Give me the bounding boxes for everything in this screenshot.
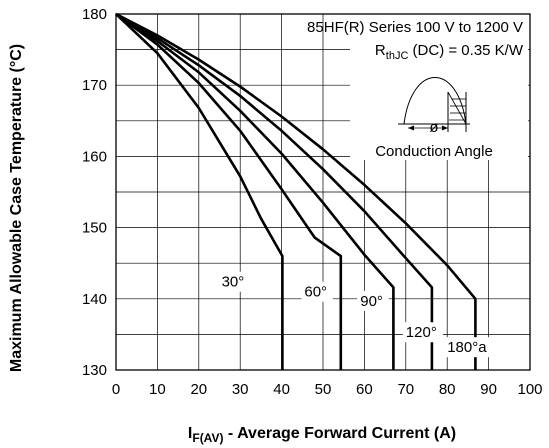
chart-subtitle: RthJC (DC) = 0.35 K/W	[375, 42, 524, 62]
series-label-bg	[402, 322, 443, 343]
series-labels: 30° 60° 90° 120° 180°a	[218, 271, 493, 358]
x-tick-label: 80	[439, 381, 456, 398]
series-label-bg	[357, 290, 389, 311]
series-label-bg	[444, 337, 493, 358]
y-tick-label: 170	[82, 77, 107, 94]
y-axis-label: Maximum Allowable Case Temperature (°C)	[8, 44, 25, 372]
x-tick-label: 40	[273, 381, 290, 398]
series-label: 90°	[360, 293, 383, 310]
x-tick-label: 50	[315, 381, 332, 398]
tick-labels: 0 10 20 30 40 50 60 70 80 90 100 130 140 150 160 170 180	[82, 6, 543, 398]
x-tick-label: 100	[517, 381, 542, 398]
x-tick-label: 30	[232, 381, 249, 398]
series-line-5	[115, 12, 477, 370]
x-axis-label: IF(AV) - Average Forward Current (A)	[188, 425, 456, 445]
y-tick-label: 150	[82, 220, 107, 237]
series-label: 30°	[222, 274, 245, 291]
y-tick-label: 140	[82, 291, 107, 308]
x-tick-label: 0	[112, 381, 120, 398]
series-label-bg	[301, 281, 333, 302]
x-tick-label: 10	[149, 381, 166, 398]
inset-label: Conduction Angle	[375, 143, 493, 160]
y-tick-label: 160	[82, 148, 107, 165]
x-tick-label: 20	[190, 381, 207, 398]
plot-frame	[115, 13, 531, 371]
series-line-3	[115, 12, 395, 370]
series-line-2	[115, 12, 343, 370]
x-tick-label: 70	[397, 381, 414, 398]
inset-symbol: ø	[429, 119, 438, 136]
info-box	[350, 10, 528, 160]
y-tick-label: 180	[82, 6, 107, 23]
series-label: 180°a	[447, 339, 487, 356]
series-layer	[115, 12, 477, 370]
x-tick-label: 90	[480, 381, 497, 398]
series-label-bg	[218, 271, 251, 292]
chart-title: 85HF(R) Series 100 V to 1200 V	[307, 19, 523, 36]
conduction-angle-icon	[398, 77, 470, 132]
series-line-1	[115, 13, 284, 370]
series-label: 120°	[406, 324, 437, 341]
y-tick-label: 130	[82, 362, 107, 379]
x-tick-label: 60	[356, 381, 373, 398]
series-label: 60°	[304, 284, 327, 301]
series-line-4	[115, 12, 434, 370]
